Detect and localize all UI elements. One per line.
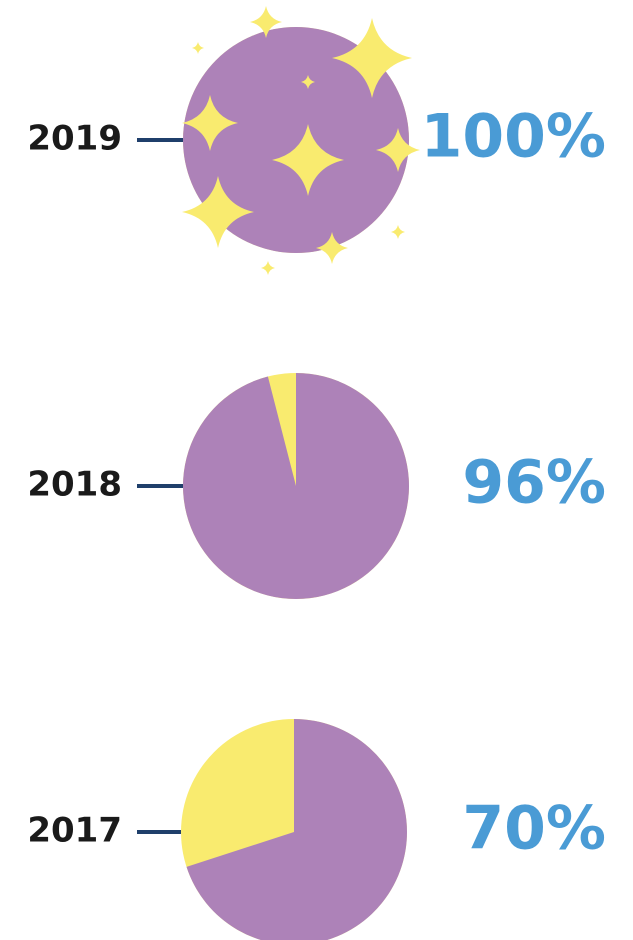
percent-label: 96% <box>462 448 606 518</box>
percent-label: 70% <box>462 794 606 864</box>
percent-label: 100% <box>421 102 606 172</box>
sparkle <box>391 225 405 239</box>
sparkle <box>261 261 275 275</box>
year-label: 2018 <box>27 465 122 505</box>
year-label: 2017 <box>27 811 122 851</box>
infographic: 2019 100% 2018 96% 2017 70% <box>0 0 633 940</box>
sparkle <box>192 42 204 54</box>
year-label: 2019 <box>27 119 122 159</box>
